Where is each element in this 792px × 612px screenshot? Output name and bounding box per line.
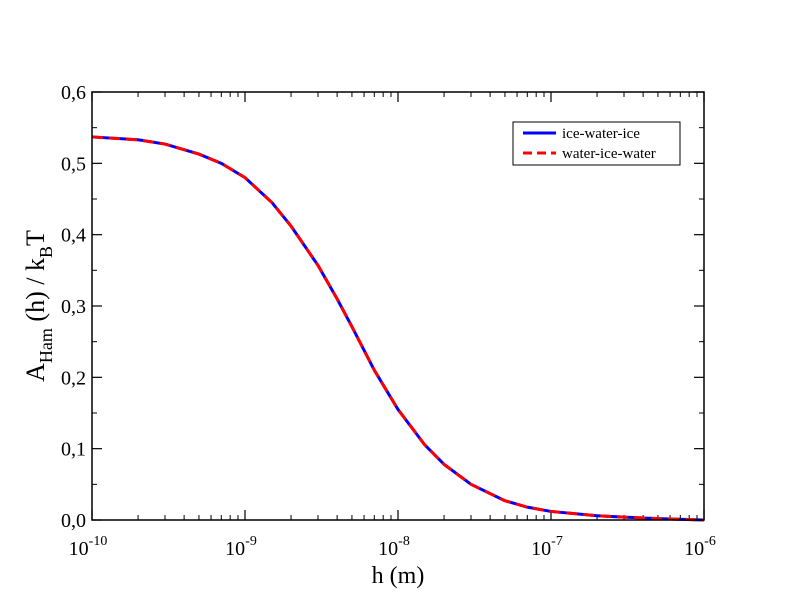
legend-label-water-ice-water: water-ice-water — [562, 146, 656, 162]
y-axis-label-end: T — [21, 230, 50, 246]
ticklabel-layer: 0,0 0,1 0,2 0,3 0,4 0,5 0,6 10-10 10-9 10-8 10-7 10… — [61, 82, 716, 560]
y-axis-label-mid: (h) / k — [21, 258, 50, 328]
y-tick-label: 0,3 — [61, 296, 86, 318]
legend-box — [512, 121, 681, 166]
x-tick-label: 10-8 — [378, 534, 410, 560]
y-tick-label: 0,1 — [61, 439, 86, 461]
x-tick-label: 10-9 — [225, 534, 257, 560]
y-tick-label: 0,2 — [61, 367, 86, 389]
y-tick-label: 0,0 — [61, 510, 86, 532]
y-tick-label: 0,6 — [61, 82, 86, 104]
y-axis-label-sub2: B — [36, 246, 56, 258]
plot-frame — [91, 91, 705, 521]
series-line-water-ice-water — [91, 135, 705, 522]
y-axis-label-main: A — [21, 363, 50, 382]
x-tick-label: 10-6 — [684, 534, 716, 560]
y-axis-label: AHam (h) / kBT — [21, 230, 56, 382]
y-tick-label: 0,5 — [61, 153, 86, 175]
y-axis-label-sub: Ham — [36, 328, 56, 363]
x-axis-label: h (m) — [372, 563, 425, 589]
y-tick-label: 0,4 — [61, 225, 86, 247]
legend-label-ice-water-ice: ice-water-ice — [562, 126, 640, 142]
legend: ice-water-ice water-ice-water — [512, 121, 681, 166]
series-layer — [91, 135, 705, 522]
x-tick-label: 10-7 — [531, 534, 563, 560]
x-tick-label: 10-10 — [69, 534, 108, 560]
series-line-ice-water-ice — [91, 135, 705, 522]
